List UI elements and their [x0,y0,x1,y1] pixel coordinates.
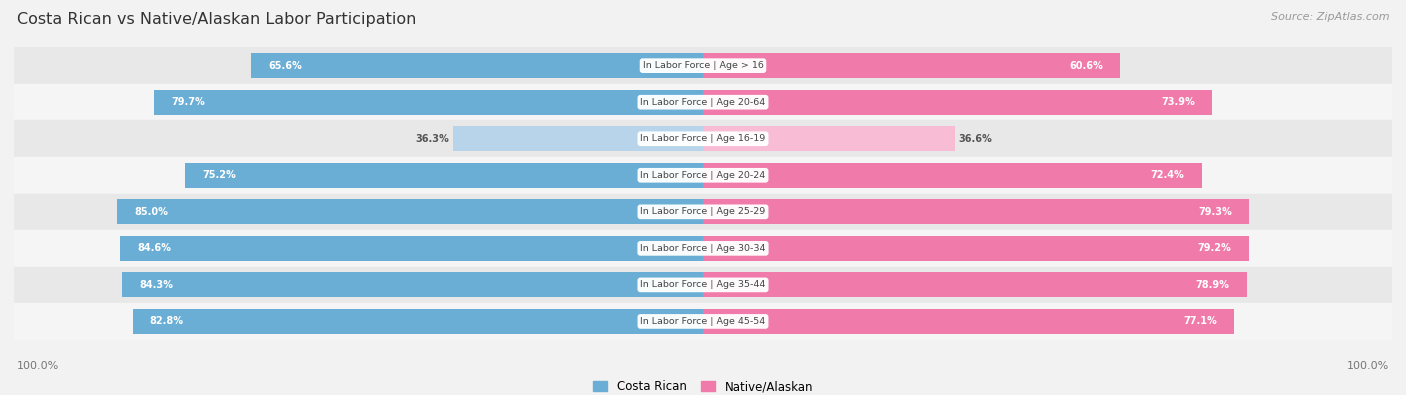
Bar [14,303,1392,340]
Text: 79.3%: 79.3% [1198,207,1232,217]
Text: In Labor Force | Age 25-29: In Labor Force | Age 25-29 [640,207,766,216]
Text: In Labor Force | Age 20-24: In Labor Force | Age 20-24 [640,171,766,180]
Text: 100.0%: 100.0% [1347,361,1389,371]
Text: 82.8%: 82.8% [150,316,184,326]
Text: 36.3%: 36.3% [416,134,450,144]
Bar [14,157,1392,194]
Bar [14,47,1392,84]
Bar [703,90,1212,115]
Bar [703,273,1247,297]
Text: 72.4%: 72.4% [1152,170,1185,180]
Bar [703,309,1234,334]
Text: 85.0%: 85.0% [135,207,169,217]
Text: 65.6%: 65.6% [269,61,302,71]
Text: In Labor Force | Age 16-19: In Labor Force | Age 16-19 [640,134,766,143]
Text: In Labor Force | Age > 16: In Labor Force | Age > 16 [643,61,763,70]
Text: 36.6%: 36.6% [959,134,993,144]
Bar [122,273,703,297]
Bar [117,199,703,224]
Bar [14,120,1392,157]
Text: 78.9%: 78.9% [1195,280,1229,290]
Bar [703,199,1250,224]
Bar [132,309,703,334]
Bar [153,90,703,115]
Text: In Labor Force | Age 20-64: In Labor Force | Age 20-64 [640,98,766,107]
Text: 79.2%: 79.2% [1198,243,1232,253]
Text: 75.2%: 75.2% [202,170,236,180]
Text: 100.0%: 100.0% [17,361,59,371]
Bar [120,236,703,261]
Legend: Costa Rican, Native/Alaskan: Costa Rican, Native/Alaskan [588,376,818,395]
Bar [703,53,1121,78]
Text: In Labor Force | Age 30-34: In Labor Force | Age 30-34 [640,244,766,253]
Bar [453,126,703,151]
Text: 84.3%: 84.3% [139,280,173,290]
Bar [252,53,703,78]
Text: In Labor Force | Age 35-44: In Labor Force | Age 35-44 [640,280,766,290]
Text: Costa Rican vs Native/Alaskan Labor Participation: Costa Rican vs Native/Alaskan Labor Part… [17,12,416,27]
Bar [14,194,1392,230]
Text: In Labor Force | Age 45-54: In Labor Force | Age 45-54 [640,317,766,326]
Text: 60.6%: 60.6% [1070,61,1104,71]
Text: 84.6%: 84.6% [138,243,172,253]
Bar [703,126,955,151]
Bar [703,236,1249,261]
Text: Source: ZipAtlas.com: Source: ZipAtlas.com [1271,12,1389,22]
Text: 73.9%: 73.9% [1161,97,1195,107]
Bar [703,163,1202,188]
Text: 79.7%: 79.7% [172,97,205,107]
Bar [14,267,1392,303]
Bar [14,230,1392,267]
Text: 77.1%: 77.1% [1184,316,1218,326]
Bar [186,163,703,188]
Bar [14,84,1392,120]
